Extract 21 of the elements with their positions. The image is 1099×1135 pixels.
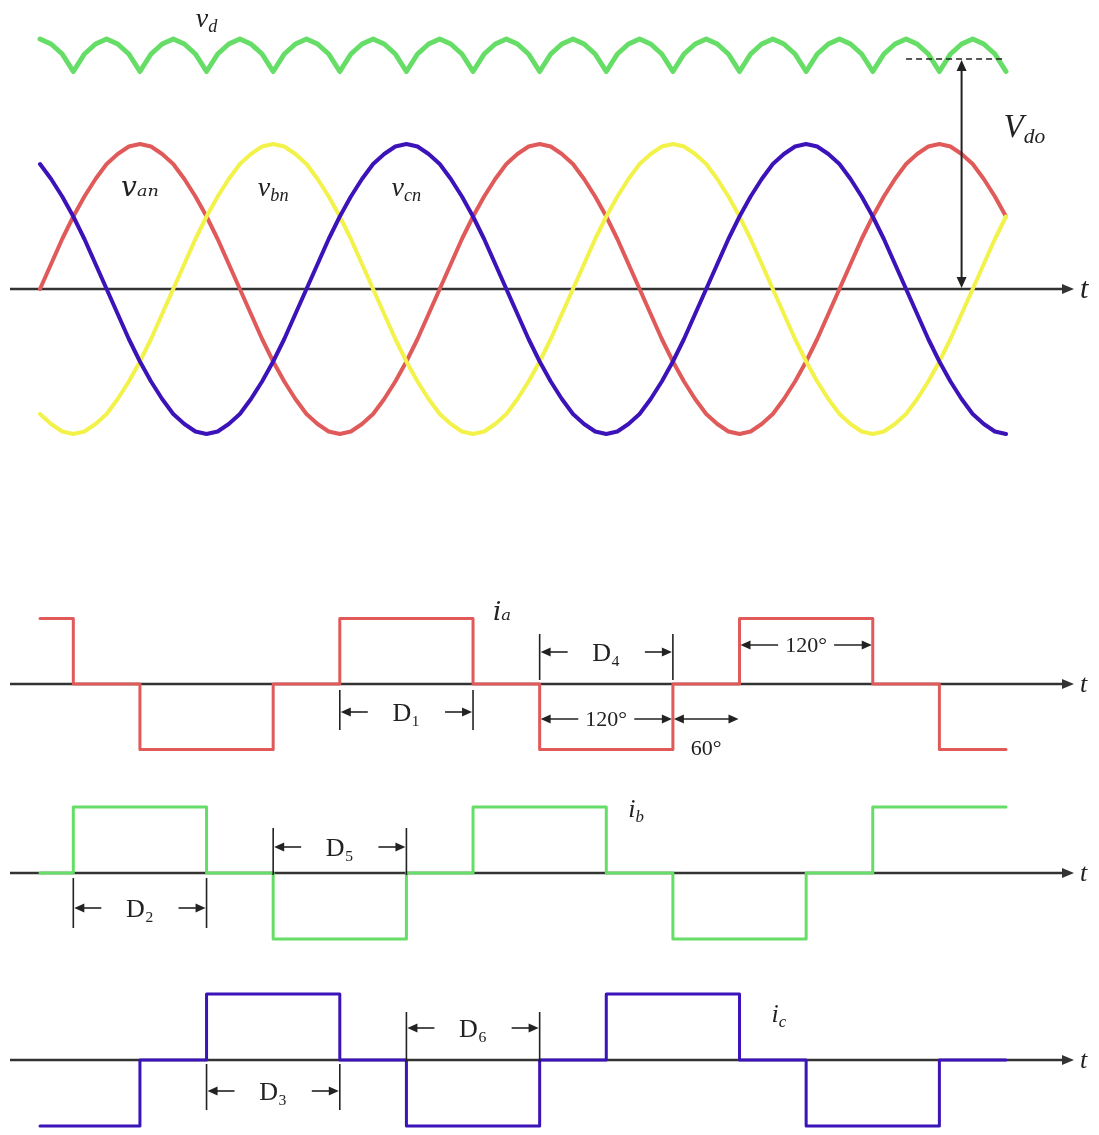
annotation: D₃	[259, 1076, 288, 1106]
x-axis-title: t	[1080, 668, 1088, 698]
series-label: v$_{bn}$	[257, 171, 289, 206]
series-label: v$_{cn}$	[391, 171, 422, 206]
annotation: D₆	[459, 1013, 487, 1043]
annotation: D₄	[592, 637, 621, 667]
series-label: i$_{b}$	[628, 794, 644, 827]
annotation: D₂	[126, 893, 154, 923]
x-axis-title: t	[1080, 1044, 1088, 1074]
ref-line-label: V$_{do}$	[1003, 108, 1046, 149]
series-label: v$_{d}$	[195, 2, 219, 37]
series-label: i$_{c}$	[771, 999, 787, 1032]
annotation: 60°	[690, 735, 722, 761]
annotation: 120°	[585, 706, 628, 732]
x-axis-title: t	[1080, 271, 1089, 304]
annotation: D₅	[325, 832, 354, 862]
series-label: iₐ	[493, 595, 512, 626]
series-label: vₐₙ	[121, 170, 159, 203]
annotation: 120°	[785, 632, 828, 658]
x-axis-title: t	[1080, 857, 1088, 887]
annotation: D₁	[392, 697, 421, 727]
